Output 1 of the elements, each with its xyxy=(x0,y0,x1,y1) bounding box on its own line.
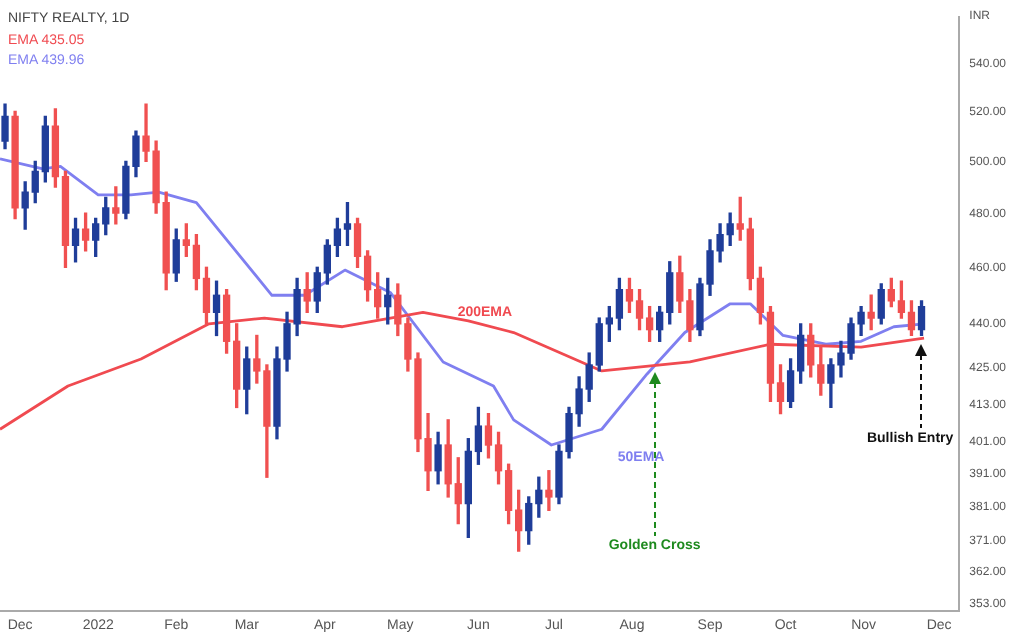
candlestick xyxy=(545,470,553,511)
